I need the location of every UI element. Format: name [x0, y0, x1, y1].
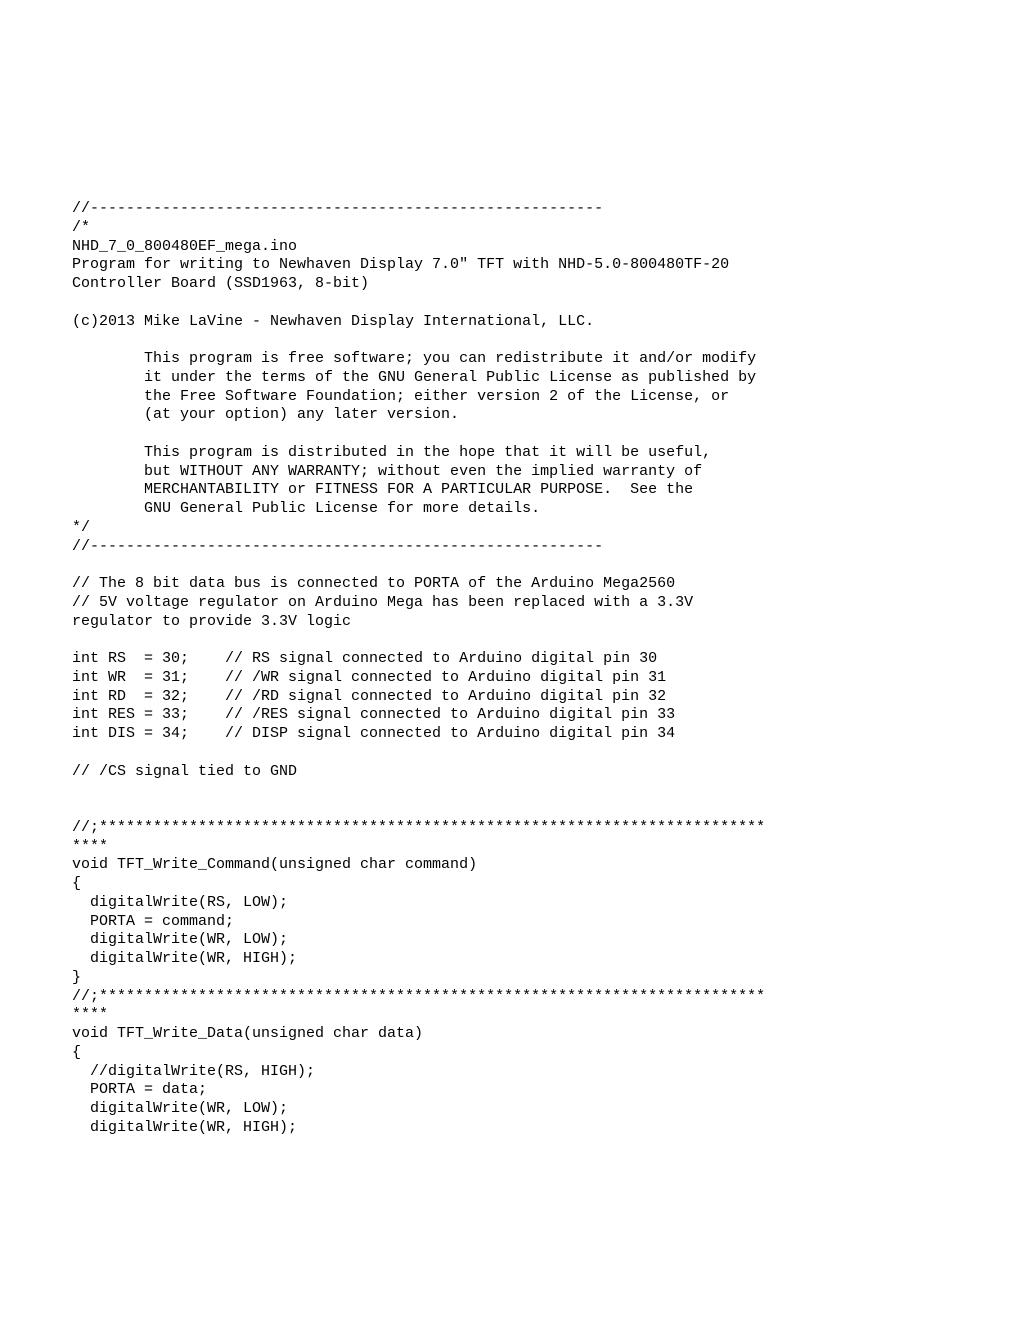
code-line: digitalWrite(WR, LOW); [72, 931, 948, 950]
code-line: int RS = 30; // RS signal connected to A… [72, 650, 948, 669]
code-line: Program for writing to Newhaven Display … [72, 256, 948, 275]
code-line: PORTA = data; [72, 1081, 948, 1100]
code-line: **** [72, 838, 948, 857]
code-line: int WR = 31; // /WR signal connected to … [72, 669, 948, 688]
code-line: but WITHOUT ANY WARRANTY; without even t… [72, 463, 948, 482]
code-line: // 5V voltage regulator on Arduino Mega … [72, 594, 948, 613]
code-line [72, 556, 948, 575]
code-line: { [72, 1044, 948, 1063]
code-line: Controller Board (SSD1963, 8-bit) [72, 275, 948, 294]
code-line [72, 744, 948, 763]
code-line: void TFT_Write_Data(unsigned char data) [72, 1025, 948, 1044]
code-line: This program is distributed in the hope … [72, 444, 948, 463]
code-line: PORTA = command; [72, 913, 948, 932]
code-line: digitalWrite(WR, LOW); [72, 1100, 948, 1119]
code-line [72, 781, 948, 800]
code-line: the Free Software Foundation; either ver… [72, 388, 948, 407]
code-line: NHD_7_0_800480EF_mega.ino [72, 238, 948, 257]
code-line: digitalWrite(WR, HIGH); [72, 950, 948, 969]
code-line: /* [72, 219, 948, 238]
code-line: } [72, 969, 948, 988]
code-line [72, 294, 948, 313]
code-line: regulator to provide 3.3V logic [72, 613, 948, 632]
code-line: digitalWrite(RS, LOW); [72, 894, 948, 913]
code-line [72, 631, 948, 650]
code-line: // The 8 bit data bus is connected to PO… [72, 575, 948, 594]
code-line: int RES = 33; // /RES signal connected t… [72, 706, 948, 725]
code-line: void TFT_Write_Command(unsigned char com… [72, 856, 948, 875]
code-line: it under the terms of the GNU General Pu… [72, 369, 948, 388]
code-line: //digitalWrite(RS, HIGH); [72, 1063, 948, 1082]
code-line: int RD = 32; // /RD signal connected to … [72, 688, 948, 707]
code-line [72, 800, 948, 819]
code-line: digitalWrite(WR, HIGH); [72, 1119, 948, 1138]
code-line: **** [72, 1006, 948, 1025]
code-line: */ [72, 519, 948, 538]
code-line: // /CS signal tied to GND [72, 763, 948, 782]
code-line: MERCHANTABILITY or FITNESS FOR A PARTICU… [72, 481, 948, 500]
code-line: //--------------------------------------… [72, 538, 948, 557]
code-line [72, 425, 948, 444]
code-line: (at your option) any later version. [72, 406, 948, 425]
code-line: This program is free software; you can r… [72, 350, 948, 369]
code-line: //;*************************************… [72, 988, 948, 1007]
code-line: (c)2013 Mike LaVine - Newhaven Display I… [72, 313, 948, 332]
code-line: int DIS = 34; // DISP signal connected t… [72, 725, 948, 744]
code-line: //;*************************************… [72, 819, 948, 838]
code-line [72, 331, 948, 350]
code-line: //--------------------------------------… [72, 200, 948, 219]
code-line: { [72, 875, 948, 894]
code-line: GNU General Public License for more deta… [72, 500, 948, 519]
code-page: //--------------------------------------… [0, 0, 1020, 1210]
